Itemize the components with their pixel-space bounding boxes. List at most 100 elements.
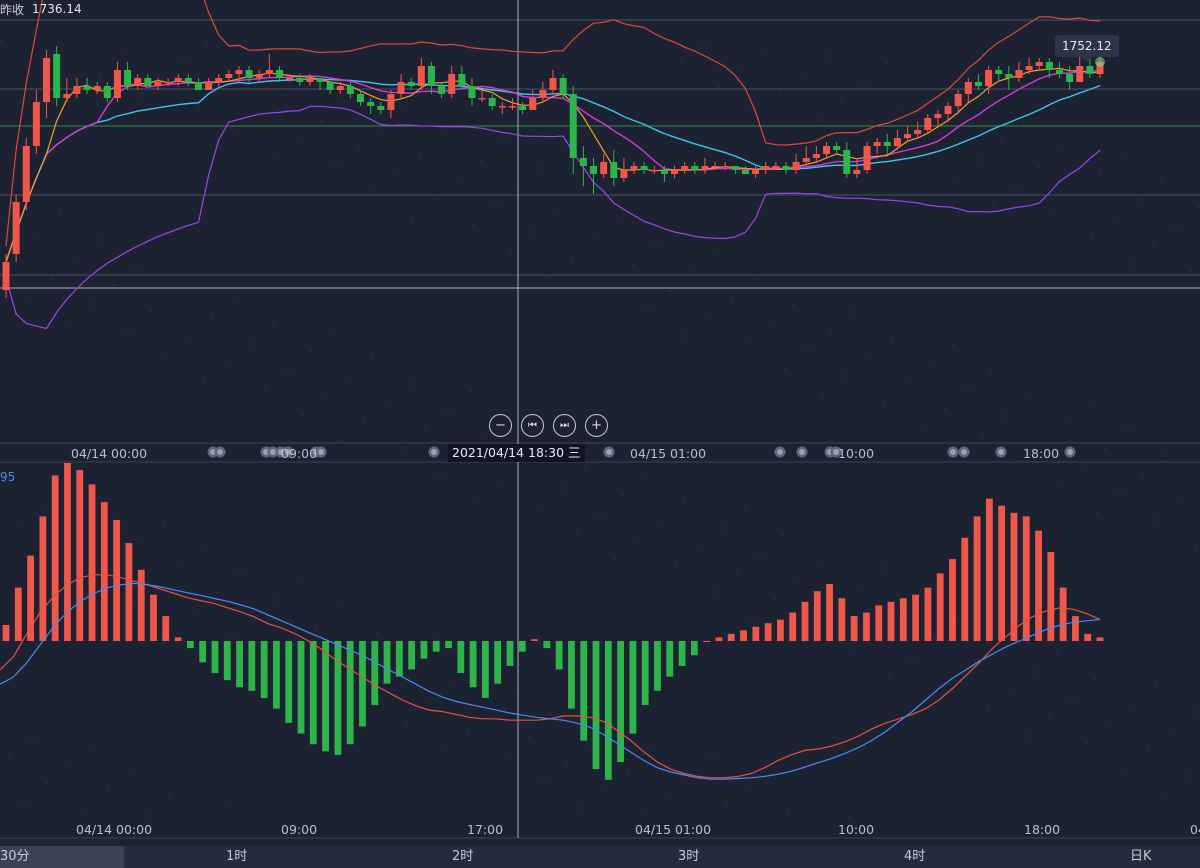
bg-dot	[264, 388, 266, 390]
macd-histogram-bar	[1022, 516, 1030, 641]
bg-dot	[477, 499, 479, 501]
candle-body	[265, 70, 273, 74]
bg-dot	[751, 617, 753, 619]
tab-3h[interactable]: 3时	[678, 846, 699, 868]
bg-dot	[69, 763, 71, 765]
bg-dot	[1147, 749, 1149, 751]
step-back-button[interactable]: ⏮	[521, 414, 544, 437]
bg-dot	[840, 100, 842, 102]
bg-dot	[31, 737, 33, 739]
bg-dot	[287, 369, 289, 371]
candle-body	[12, 202, 20, 254]
bg-dot	[170, 630, 172, 632]
macd-histogram-bar	[899, 598, 907, 641]
candle-body	[650, 170, 658, 172]
candle-body	[640, 166, 648, 170]
macd-histogram-bar	[654, 641, 661, 691]
bg-dot	[145, 815, 147, 817]
bg-dot	[206, 42, 208, 44]
bg-dot	[886, 62, 888, 64]
candle-body	[276, 70, 283, 78]
bg-dot	[858, 586, 860, 588]
candle-body	[1055, 70, 1063, 74]
bg-dot	[307, 689, 309, 691]
skip-back-icon: ⏮	[528, 419, 537, 431]
tab-daily[interactable]: 日K	[1130, 846, 1152, 868]
candle-body	[721, 166, 729, 168]
candle-body	[883, 142, 891, 146]
macd-histogram-bar	[51, 475, 59, 641]
bg-dot	[736, 572, 738, 574]
bg-dot	[211, 317, 213, 319]
candle-body	[741, 170, 749, 174]
bg-dot	[472, 224, 474, 226]
bg-dot	[411, 217, 413, 219]
bg-dot	[216, 592, 218, 594]
event-marker-dot	[270, 449, 276, 455]
tab-2h[interactable]: 2时	[452, 846, 473, 868]
bg-dot	[1195, 545, 1197, 547]
period-tabs: 30分 1时 2时 3时 4时 日K	[0, 846, 1200, 868]
bg-dot	[193, 611, 195, 613]
tab-1h[interactable]: 1时	[226, 846, 247, 868]
candle-body	[235, 70, 243, 74]
bg-dot	[939, 133, 941, 135]
macd-histogram-bar	[666, 641, 674, 677]
macd-histogram-bar	[39, 516, 47, 641]
bg-dot	[1124, 768, 1126, 770]
bg-dot	[868, 356, 870, 358]
candle-body	[194, 82, 202, 90]
bollinger-upper-line	[5, 0, 1101, 247]
macd-histogram-bar	[248, 641, 256, 691]
macd-histogram-bar	[494, 641, 502, 684]
bg-dot	[683, 501, 685, 503]
macd-xlabel: 09:00	[281, 822, 318, 837]
candle-body	[387, 94, 395, 110]
candle-body	[1076, 66, 1084, 82]
tab-30min[interactable]: 30分	[0, 846, 124, 868]
macd-histogram-bar	[875, 605, 883, 641]
candle-body	[1035, 62, 1043, 66]
macd-histogram-bar	[309, 641, 317, 745]
macd-histogram-bar	[1035, 530, 1042, 641]
bg-dot	[919, 593, 921, 595]
bg-dot	[8, 756, 10, 758]
bg-dot	[84, 808, 86, 810]
candle-body	[802, 158, 810, 162]
bg-dot	[1089, 403, 1091, 405]
prev-close-value: 1736.14	[32, 2, 82, 16]
macd-histogram-bar	[408, 641, 416, 670]
bg-dot	[614, 558, 616, 560]
bg-dot	[883, 401, 885, 403]
macd-histogram-bar	[174, 637, 182, 641]
candle-body	[833, 146, 841, 150]
candle-body	[985, 70, 993, 86]
candle-body	[306, 78, 314, 82]
bg-dot	[1061, 147, 1063, 149]
macd-histogram-bar	[211, 641, 219, 674]
bollinger-lower-line	[5, 105, 1101, 330]
bg-dot	[929, 363, 931, 365]
zoom-in-button[interactable]: +	[585, 414, 608, 437]
candle-body	[174, 78, 182, 82]
candle-body	[296, 78, 304, 82]
bg-dot	[792, 304, 794, 306]
bg-dot	[112, 284, 114, 286]
macd-xlabel: 18:00	[1024, 822, 1061, 837]
macd-histogram-bar	[76, 470, 84, 641]
candle-body	[205, 82, 213, 90]
zoom-out-button[interactable]: −	[489, 414, 512, 437]
candle-body	[508, 106, 516, 108]
bg-dot	[36, 232, 38, 234]
bg-dot	[500, 480, 502, 482]
tab-4h[interactable]: 4时	[904, 846, 925, 868]
macd-histogram-bar	[162, 616, 170, 641]
bg-dot	[282, 94, 284, 96]
bg-dot	[429, 703, 431, 705]
candle-body	[711, 166, 719, 168]
bg-dot	[333, 331, 335, 333]
bg-dot	[713, 591, 715, 593]
bg-dot	[1132, 704, 1134, 706]
step-forward-button[interactable]: ⏭	[553, 414, 576, 437]
